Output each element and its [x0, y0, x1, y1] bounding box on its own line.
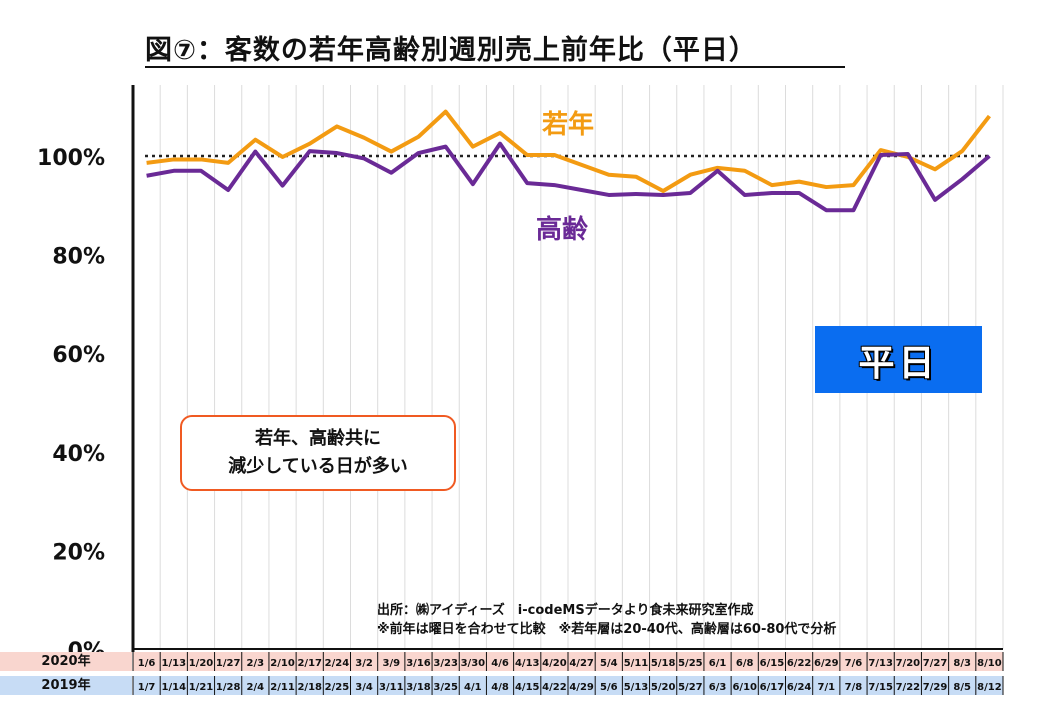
x-tick-label: 2/11: [270, 682, 295, 693]
x-tick-label: 7/15: [868, 682, 893, 693]
x-tick-label: 5/27: [678, 682, 703, 693]
x-tick-label: 6/24: [787, 682, 812, 693]
x-tick-label: 7/27: [923, 658, 948, 669]
x-tick-label: 2/17: [297, 658, 322, 669]
x-tick-label: 3/2: [355, 658, 373, 669]
x-tick-label: 2/24: [325, 658, 350, 669]
x-tick-label: 7/6: [845, 658, 863, 669]
x-tick-label: 6/15: [760, 658, 785, 669]
x-tick-label: 1/7: [138, 682, 156, 693]
source-note: 出所：㈱アイディーズ i-codeMSデータより食未来研究室作成 ※前年は曜日を…: [377, 601, 997, 639]
x-tick-label: 6/3: [709, 682, 727, 693]
x-tick-label: 1/28: [216, 682, 241, 693]
x-tick-label: 5/11: [624, 658, 649, 669]
x-tick-label: 4/15: [515, 682, 540, 693]
x-tick-label: 1/27: [216, 658, 241, 669]
chart-title: 図⑦：客数の若年高齢別週別売上前年比（平日）: [145, 28, 845, 68]
x-tick-label: 3/23: [433, 658, 458, 669]
x-tick-label: 6/29: [814, 658, 839, 669]
x-tick-label: 3/18: [406, 682, 431, 693]
x-tick-label: 3/16: [406, 658, 431, 669]
x-tick-label: 6/22: [787, 658, 812, 669]
x-tick-label: 2/4: [247, 682, 265, 693]
series-line-young: [146, 109, 991, 194]
x-tick-label: 2/18: [297, 682, 322, 693]
x-tick-label: 7/20: [896, 658, 921, 669]
x-tick-label: 4/29: [569, 682, 594, 693]
x-tick-label: 6/1: [709, 658, 727, 669]
x-tick-label: 6/17: [760, 682, 785, 693]
x-tick-label: 6/8: [736, 658, 754, 669]
x-tick-label: 5/13: [624, 682, 649, 693]
x-tick-label: 5/6: [600, 682, 618, 693]
x-tick-label: 3/4: [355, 682, 373, 693]
source-line-1: 出所：㈱アイディーズ i-codeMSデータより食未来研究室作成: [377, 603, 754, 618]
x-tick-label: 7/8: [845, 682, 863, 693]
x-tick-label: 4/1: [464, 682, 482, 693]
y-tick-label: 80%: [52, 245, 105, 270]
series-line-senior: [146, 141, 991, 213]
source-line-2: ※前年は曜日を合わせて比較 ※若年層は20-40代、高齢層は60-80代で分析: [377, 622, 837, 637]
y-tick-label: 20%: [52, 540, 105, 565]
x-tick-label: 1/13: [162, 658, 187, 669]
x-tick-label: 4/6: [491, 658, 509, 669]
x-tick-label: 7/22: [896, 682, 921, 693]
x-tick-label: 8/10: [977, 658, 1002, 669]
x-tick-label: 3/30: [461, 658, 486, 669]
date-rows: 1/6 1/13 1/20 1/27 2/3 2/10 2/17 2/24 3/2 3/9 3/16…: [132, 652, 1004, 695]
x-tick-label: 1/20: [189, 658, 214, 669]
x-tick-label: 4/8: [491, 682, 509, 693]
row-label-2019: 2019年: [0, 676, 132, 695]
x-tick-label: 5/25: [678, 658, 703, 669]
y-axis: 0%20%40%60%80%100%: [37, 85, 1003, 664]
x-tick-label: 4/20: [542, 658, 567, 669]
x-tick-label: 8/5: [953, 682, 971, 693]
legend-label-senior: 高齢: [536, 214, 589, 245]
x-tick-label: 5/4: [600, 658, 618, 669]
x-tick-label: 3/11: [379, 682, 404, 693]
y-tick-label: 60%: [52, 343, 105, 368]
x-tick-label: 4/13: [515, 658, 540, 669]
x-tick-label: 5/20: [651, 682, 676, 693]
x-tick-label: 2/10: [270, 658, 295, 669]
y-tick-label: 40%: [52, 442, 105, 467]
row-label-2020: 2020年: [0, 652, 132, 671]
y-tick-label: 100%: [37, 146, 105, 171]
annotation-callout: 若年、高齢共に 減少している日が多い: [180, 415, 456, 491]
callout-line-1: 若年、高齢共に: [255, 428, 381, 449]
x-tick-label: 7/13: [868, 658, 893, 669]
x-tick-label: 2/3: [247, 658, 265, 669]
callout-line-2: 減少している日が多い: [228, 456, 408, 477]
x-tick-label: 1/14: [162, 682, 187, 693]
x-tick-label: 4/22: [542, 682, 567, 693]
legend-label-young: 若年: [542, 109, 594, 140]
weekday-badge: 平日: [815, 326, 982, 393]
x-tick-label: 8/12: [977, 682, 1002, 693]
x-tick-label: 5/18: [651, 658, 676, 669]
x-tick-label: 7/29: [923, 682, 948, 693]
x-tick-label: 4/27: [569, 658, 594, 669]
x-tick-label: 7/1: [817, 682, 835, 693]
x-tick-label: 3/25: [433, 682, 458, 693]
x-tick-label: 6/10: [732, 682, 757, 693]
x-tick-label: 1/6: [138, 658, 156, 669]
x-tick-label: 8/3: [953, 658, 971, 669]
x-tick-label: 2/25: [325, 682, 350, 693]
x-tick-label: 1/21: [189, 682, 214, 693]
x-tick-label: 3/9: [382, 658, 400, 669]
